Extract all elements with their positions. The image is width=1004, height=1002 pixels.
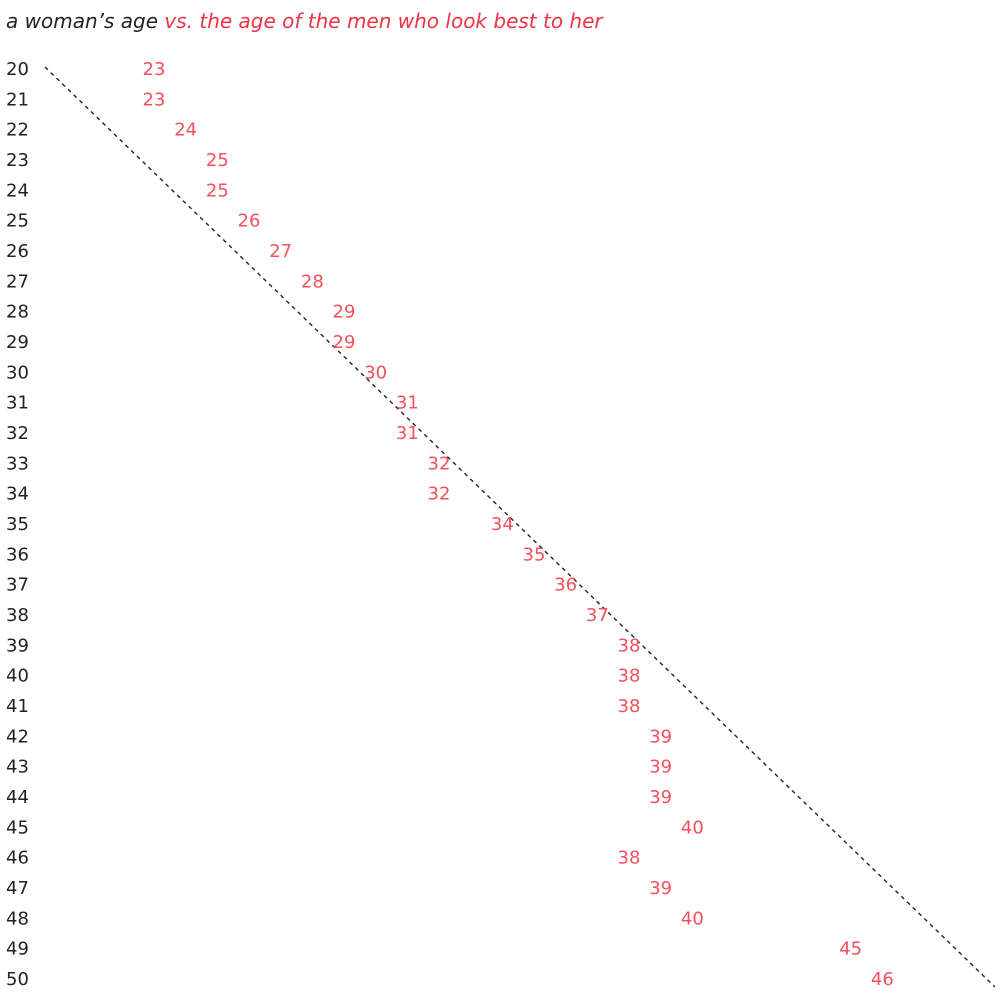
row-label: 26 (6, 241, 29, 262)
row-label: 25 (6, 211, 29, 232)
row-label: 21 (6, 89, 29, 110)
value-label: 38 (618, 848, 641, 869)
row-label: 35 (6, 514, 29, 535)
row-label: 42 (6, 726, 29, 747)
row-label: 48 (6, 908, 29, 929)
row-label: 47 (6, 878, 29, 899)
row-label: 44 (6, 787, 29, 808)
value-label: 46 (871, 969, 894, 990)
value-label: 38 (618, 635, 641, 656)
value-label: 38 (618, 666, 641, 687)
row-label: 50 (6, 969, 29, 990)
value-label: 26 (238, 211, 261, 232)
row-label: 23 (6, 150, 29, 171)
value-label: 25 (206, 180, 229, 201)
row-label: 41 (6, 696, 29, 717)
row-label: 31 (6, 393, 29, 414)
row-label: 45 (6, 817, 29, 838)
value-label: 39 (649, 757, 672, 778)
row-label: 24 (6, 180, 29, 201)
title: a woman’s age (6, 9, 158, 33)
value-label: 28 (301, 271, 324, 292)
value-label: 29 (333, 332, 356, 353)
value-label: 23 (143, 59, 166, 80)
row-label: 40 (6, 666, 29, 687)
row-label: 32 (6, 423, 29, 444)
row-label: 46 (6, 848, 29, 869)
row-label: 37 (6, 575, 29, 596)
value-label: 40 (681, 817, 704, 838)
row-label: 43 (6, 757, 29, 778)
row-label: 27 (6, 271, 29, 292)
value-label: 31 (396, 423, 419, 444)
row-label: 34 (6, 484, 29, 505)
value-label: 37 (586, 605, 609, 626)
row-label: 39 (6, 635, 29, 656)
row-label: 38 (6, 605, 29, 626)
value-label: 23 (143, 89, 166, 110)
value-label: 32 (428, 484, 451, 505)
value-label: 31 (396, 393, 419, 414)
value-label: 35 (523, 544, 546, 565)
value-label: 39 (649, 878, 672, 899)
value-label: 38 (618, 696, 641, 717)
value-label: 27 (269, 241, 292, 262)
row-label: 29 (6, 332, 29, 353)
diagonal (44, 66, 996, 988)
value-label: 32 (428, 453, 451, 474)
row-label: 49 (6, 939, 29, 960)
subtitle: vs. the age of the men who look best to … (164, 9, 604, 33)
value-label: 40 (681, 908, 704, 929)
value-label: 29 (333, 302, 356, 323)
row-label: 20 (6, 59, 29, 80)
value-label: 36 (554, 575, 577, 596)
value-label: 39 (649, 787, 672, 808)
value-label: 24 (174, 120, 197, 141)
row-label: 28 (6, 302, 29, 323)
value-label: 30 (364, 362, 387, 383)
row-label: 33 (6, 453, 29, 474)
chart-title: a woman’s age vs. the age of the men who… (6, 9, 604, 33)
value-label: 34 (491, 514, 514, 535)
row-label: 36 (6, 544, 29, 565)
row-label: 22 (6, 120, 29, 141)
row-label: 30 (6, 362, 29, 383)
value-label: 45 (839, 939, 862, 960)
value-label: 39 (649, 726, 672, 747)
value-label: 25 (206, 150, 229, 171)
